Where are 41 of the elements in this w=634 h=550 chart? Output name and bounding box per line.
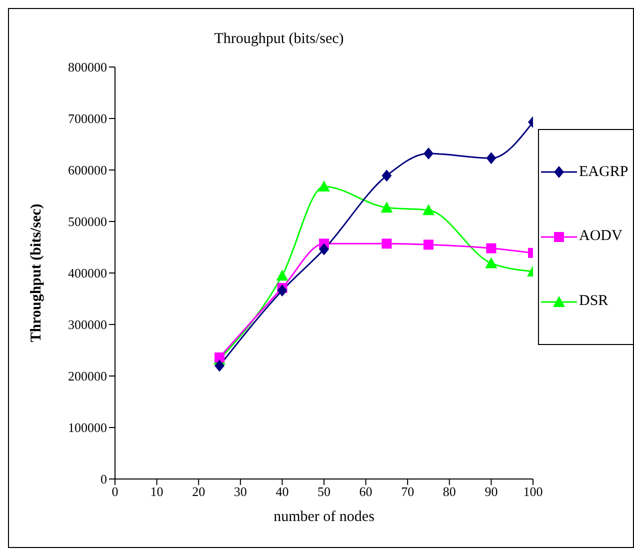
- y-tick-label: 100000: [68, 420, 107, 436]
- x-tick-label: 30: [234, 484, 247, 500]
- y-tick-label: 800000: [68, 60, 107, 75]
- y-tick-label: 300000: [68, 317, 107, 332]
- point: [486, 152, 496, 164]
- x-tick-label: 60: [359, 484, 372, 500]
- point: [319, 243, 329, 256]
- legend-label: AODV: [579, 228, 622, 246]
- point: [422, 204, 434, 216]
- x-tick-label: 0: [112, 484, 118, 500]
- y-axis-title: Throughput (bits/sec): [28, 204, 44, 342]
- x-axis-title: number of nodes: [274, 509, 375, 525]
- point: [424, 148, 434, 160]
- y-tick-label: 500000: [68, 214, 107, 230]
- y-tick-label: 700000: [68, 111, 107, 126]
- point: [380, 202, 393, 213]
- legend-label: DSR: [579, 293, 608, 310]
- point: [214, 360, 224, 372]
- x-tick-label: 70: [401, 484, 414, 500]
- y-tick-label: 600000: [68, 162, 107, 178]
- point: [277, 284, 288, 297]
- x-tick-label: 50: [318, 484, 330, 500]
- x-tick-label: 90: [484, 484, 498, 500]
- x-tick-label: 20: [192, 484, 206, 500]
- point: [382, 238, 392, 249]
- x-tick-label: 80: [442, 484, 456, 500]
- point: [276, 270, 288, 281]
- legend-label: EAGRP: [579, 164, 628, 181]
- y-tick-label: 200000: [68, 368, 107, 384]
- point: [424, 240, 434, 250]
- x-tick-label: 10: [150, 484, 164, 500]
- point: [214, 352, 224, 362]
- point: [486, 243, 496, 254]
- point: [485, 257, 498, 268]
- x-tick-label: 40: [276, 484, 289, 500]
- point: [382, 170, 392, 182]
- y-tick-label: 400000: [68, 266, 107, 281]
- point: [318, 180, 330, 192]
- chart-title: Throughput (bits/sec): [213, 31, 345, 48]
- y-tick-label: 0: [100, 472, 107, 487]
- x-tick-label: 100: [523, 484, 543, 500]
